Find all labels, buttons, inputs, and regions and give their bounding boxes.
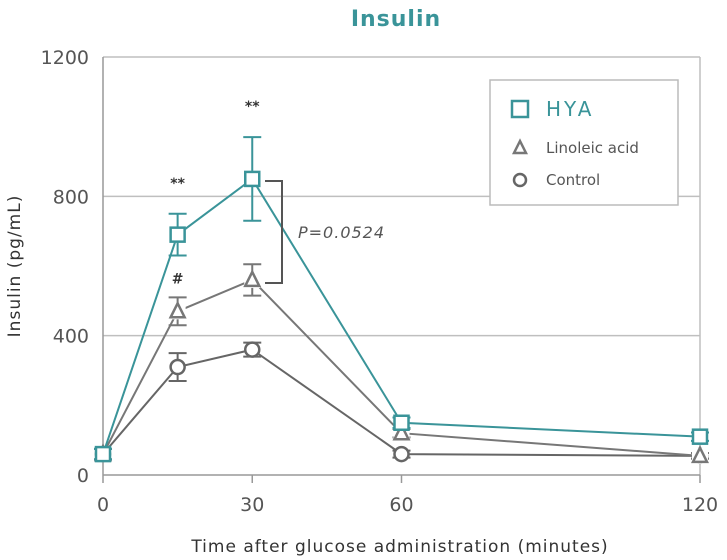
series-line [102, 177, 701, 455]
chart-title: Insulin [351, 7, 441, 32]
triangle-marker [392, 422, 411, 441]
circle-marker [169, 358, 186, 376]
legend: HYA Linoleic acid Control [489, 79, 679, 206]
series-hya [94, 136, 709, 463]
x-axis-ticks: 0 30 60 120 [97, 475, 718, 516]
marker-bg [692, 447, 708, 464]
significance-annotation: ** [245, 99, 260, 115]
circle-marker [512, 172, 528, 188]
legend-label: Control [546, 171, 600, 189]
bracket-line [265, 180, 283, 284]
series-control [94, 341, 709, 465]
square-marker [510, 99, 530, 119]
y-tick-label: 0 [77, 465, 89, 487]
series-group [93, 136, 710, 465]
square-marker [691, 428, 709, 445]
y-axis-ticks: 0 400 800 1200 [41, 47, 89, 487]
x-axis-label: Time after glucose administration (minut… [190, 537, 608, 557]
triangle-marker [511, 138, 529, 155]
marker-bg [95, 446, 111, 463]
marker-bg [244, 170, 261, 187]
significance-annotation: ** [170, 176, 185, 192]
y-tick-label: 1200 [41, 47, 89, 69]
x-tick-label: 60 [389, 494, 413, 516]
marker-bg [244, 271, 261, 288]
annotations: ** ** # [170, 99, 260, 287]
triangle-marker [243, 269, 262, 288]
marker-bg [169, 226, 186, 243]
x-tick-label: 0 [97, 494, 109, 516]
marker-bg [169, 303, 186, 320]
circle-marker [393, 445, 410, 463]
circle-marker [244, 341, 261, 358]
square-marker [393, 414, 410, 431]
p-value-bracket: P=0.0524 [265, 180, 385, 284]
significance-annotation: # [172, 271, 184, 287]
y-tick-label: 400 [53, 326, 89, 348]
x-tick-label: 30 [240, 494, 264, 516]
square-marker [169, 226, 186, 243]
legend-label: HYA [546, 97, 594, 121]
p-value-label: P=0.0524 [298, 223, 385, 242]
marker-bg [692, 428, 708, 445]
y-tick-label: 800 [53, 186, 89, 208]
x-tick-label: 120 [682, 494, 718, 516]
marker-bg [393, 414, 410, 431]
square-marker [94, 445, 112, 463]
triangle-marker [168, 300, 187, 319]
marker-bg [244, 341, 261, 358]
legend-label: Linoleic acid [546, 139, 639, 157]
marker-bg [393, 446, 410, 463]
square-marker [244, 170, 261, 188]
triangle-marker [690, 445, 710, 464]
y-axis-label: Insulin (pg/mL) [5, 195, 25, 338]
marker-bg [169, 359, 186, 376]
